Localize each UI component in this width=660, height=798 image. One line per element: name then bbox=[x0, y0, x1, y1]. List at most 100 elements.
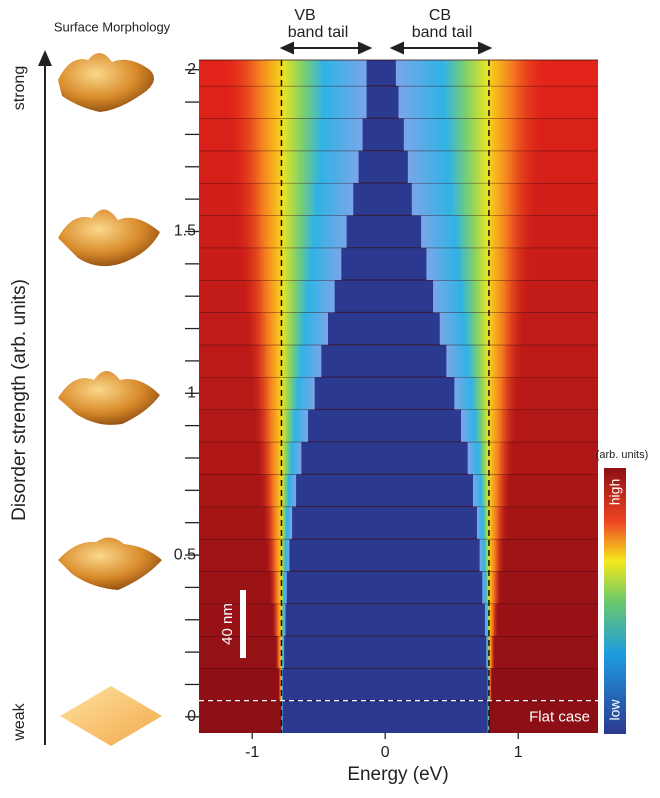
scale-bar bbox=[240, 590, 246, 658]
vb-tail bbox=[281, 215, 346, 247]
edge-glow bbox=[489, 312, 525, 344]
y-axis-label: Disorder strength (arb. units) bbox=[9, 279, 30, 521]
cb-tail bbox=[426, 248, 489, 280]
y-tick-label: 1.5 bbox=[174, 223, 196, 240]
colorbar-high: high bbox=[607, 479, 623, 505]
edge-glow bbox=[489, 60, 549, 86]
edge-glow bbox=[248, 345, 281, 377]
cb-label: CB bbox=[429, 7, 451, 24]
edge-glow bbox=[251, 377, 281, 409]
edge-glow bbox=[266, 539, 281, 571]
y-tick-label: 1 bbox=[187, 384, 196, 401]
cb-tail bbox=[440, 312, 489, 344]
colorbar-low: low bbox=[607, 699, 623, 721]
vb-tail bbox=[281, 151, 358, 183]
vb-tail bbox=[281, 571, 286, 603]
vb-tail bbox=[281, 442, 301, 474]
vb-label: band tail bbox=[288, 24, 349, 41]
cb-tail bbox=[480, 539, 489, 571]
arrowhead bbox=[38, 50, 52, 66]
vb-tail bbox=[281, 183, 353, 215]
red-region bbox=[489, 571, 598, 603]
edge-glow bbox=[242, 280, 281, 312]
vb-tail bbox=[281, 118, 362, 150]
x-tick-label: 1 bbox=[514, 744, 523, 761]
scale-label: 40 nm bbox=[219, 603, 236, 645]
vb-tail bbox=[281, 312, 328, 344]
y-tick-label: 2 bbox=[187, 61, 196, 78]
cb-tail bbox=[477, 507, 489, 539]
colorbar-unit: (arb. units) bbox=[596, 449, 649, 461]
edge-glow bbox=[489, 118, 543, 150]
vb-tail bbox=[281, 539, 289, 571]
red-region bbox=[199, 701, 281, 733]
edge-glow bbox=[489, 474, 510, 506]
cb-tail bbox=[482, 571, 489, 603]
vb-tail bbox=[281, 345, 321, 377]
cb-tail bbox=[396, 60, 489, 86]
edge-glow bbox=[224, 86, 281, 118]
vb-tail bbox=[281, 377, 314, 409]
edge-glow bbox=[275, 636, 281, 668]
cb-tail bbox=[399, 86, 489, 118]
x-tick-label: -1 bbox=[245, 744, 259, 761]
edge-glow bbox=[263, 507, 281, 539]
edge-glow bbox=[489, 345, 522, 377]
cb-tail bbox=[454, 377, 489, 409]
edge-glow bbox=[489, 539, 504, 571]
x-tick-label: 0 bbox=[381, 744, 390, 761]
edge-glow bbox=[489, 507, 507, 539]
surface-image bbox=[58, 53, 154, 112]
strong-label: strong bbox=[11, 66, 28, 110]
edge-glow bbox=[236, 215, 281, 247]
cb-label: band tail bbox=[412, 24, 473, 41]
edge-glow bbox=[254, 409, 281, 441]
edge-glow bbox=[489, 442, 513, 474]
weak-label: weak bbox=[11, 702, 28, 741]
edge-glow bbox=[489, 604, 498, 636]
surface-image bbox=[58, 371, 160, 425]
edge-glow bbox=[230, 151, 281, 183]
edge-glow bbox=[489, 183, 537, 215]
y-tick-label: 0.5 bbox=[174, 546, 196, 563]
x-axis-label: Energy (eV) bbox=[347, 764, 448, 785]
cb-tail bbox=[404, 118, 489, 150]
edge-glow bbox=[257, 442, 281, 474]
edge-glow bbox=[260, 474, 281, 506]
vb-tail bbox=[281, 507, 292, 539]
red-region bbox=[489, 539, 598, 571]
edge-glow bbox=[233, 183, 281, 215]
edge-glow bbox=[489, 215, 534, 247]
cb-tail bbox=[408, 151, 489, 183]
edge-glow bbox=[489, 377, 519, 409]
colorbar bbox=[604, 468, 626, 734]
edge-glow bbox=[489, 86, 546, 118]
surface-image bbox=[58, 537, 162, 590]
vb-label: VB bbox=[294, 7, 315, 24]
vb-tail bbox=[281, 86, 366, 118]
cb-tail bbox=[412, 183, 489, 215]
top-label: Surface Morphology bbox=[54, 19, 171, 34]
cb-tail bbox=[468, 442, 489, 474]
band-tail-arrows bbox=[282, 43, 490, 53]
heatmap bbox=[199, 60, 598, 733]
cb-tail bbox=[421, 215, 489, 247]
edge-glow bbox=[489, 571, 501, 603]
edge-glow bbox=[221, 60, 281, 86]
cb-tail bbox=[433, 280, 489, 312]
red-region bbox=[489, 604, 598, 636]
cb-tail bbox=[461, 409, 489, 441]
edge-glow bbox=[489, 248, 531, 280]
red-region bbox=[489, 668, 598, 700]
edge-glow bbox=[245, 312, 281, 344]
edge-glow bbox=[269, 571, 281, 603]
morphology-images bbox=[58, 53, 162, 746]
vb-tail bbox=[281, 248, 341, 280]
cb-tail bbox=[473, 474, 489, 506]
cb-tail bbox=[446, 345, 489, 377]
edge-glow bbox=[239, 248, 281, 280]
flat-surface bbox=[60, 686, 162, 746]
edge-glow bbox=[489, 151, 540, 183]
red-region bbox=[489, 636, 598, 668]
edge-glow bbox=[272, 604, 281, 636]
